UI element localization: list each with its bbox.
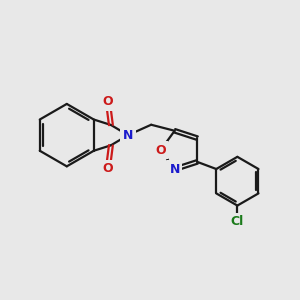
Text: O: O	[103, 162, 113, 175]
Text: Cl: Cl	[231, 215, 244, 228]
Text: O: O	[155, 143, 166, 157]
Text: O: O	[103, 95, 113, 108]
Text: N: N	[123, 129, 133, 142]
Text: N: N	[169, 163, 180, 176]
